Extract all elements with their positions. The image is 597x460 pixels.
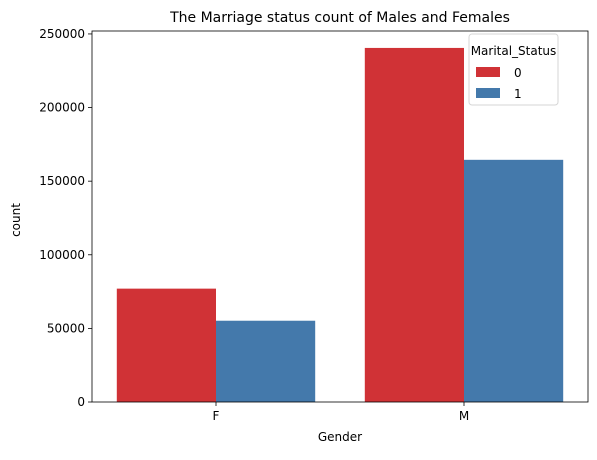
y-axis-label: count bbox=[9, 203, 23, 237]
legend-frame bbox=[468, 33, 559, 106]
x-tick-label: F bbox=[213, 409, 220, 423]
y-tick-label: 150000 bbox=[39, 174, 85, 188]
y-tick-label: 50000 bbox=[47, 321, 85, 335]
y-tick-label: 250000 bbox=[39, 27, 85, 41]
legend-swatch-0 bbox=[476, 67, 500, 77]
legend-swatch-1 bbox=[476, 88, 500, 98]
y-tick-label: 100000 bbox=[39, 248, 85, 262]
chart-title: The Marriage status count of Males and F… bbox=[169, 10, 510, 26]
legend-label-1: 1 bbox=[514, 87, 522, 101]
x-tick-label: M bbox=[459, 409, 469, 423]
x-axis-label: Gender bbox=[318, 430, 362, 444]
legend-label-0: 0 bbox=[514, 66, 522, 80]
axes-layer: 0 50000 100000 150000 200000 250000 F M bbox=[39, 27, 589, 423]
bars-layer bbox=[116, 47, 564, 403]
legend-title: Marital_Status bbox=[471, 44, 557, 58]
bar-F-series-1 bbox=[216, 320, 316, 402]
y-tick-label: 0 bbox=[77, 395, 85, 409]
bar-F-series-0 bbox=[116, 288, 216, 402]
bar-M-series-0 bbox=[364, 47, 464, 403]
bar-M-series-1 bbox=[464, 159, 564, 402]
y-tick-label: 200000 bbox=[39, 101, 85, 115]
legend: Marital_Status 0 1 bbox=[468, 33, 559, 106]
plot-frame bbox=[91, 30, 589, 403]
